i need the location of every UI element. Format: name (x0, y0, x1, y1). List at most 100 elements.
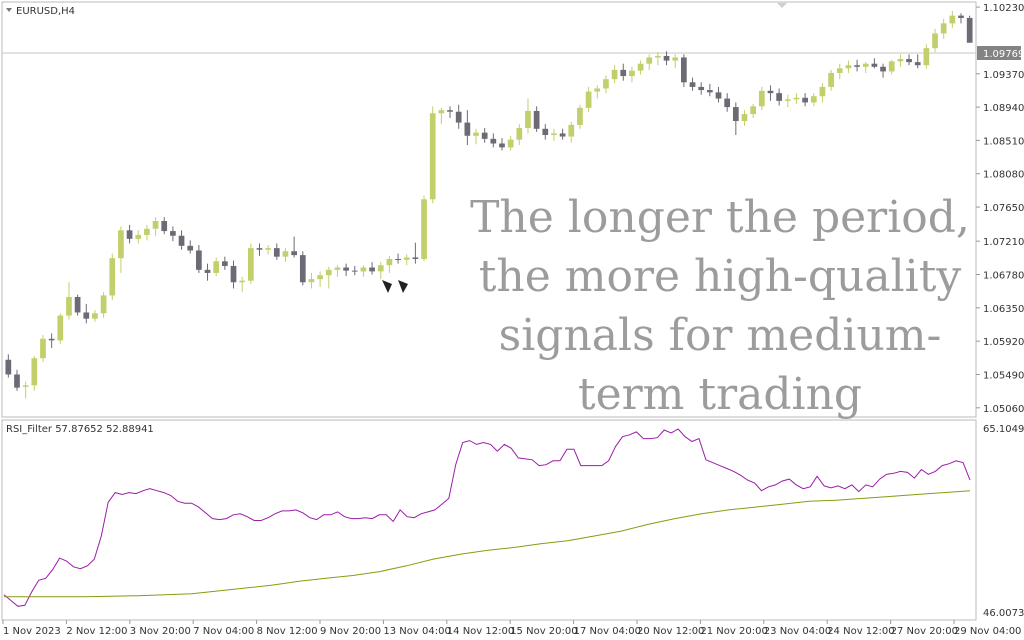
candle-body (533, 110, 540, 129)
candle-body (888, 61, 895, 72)
candle-body (74, 296, 81, 313)
candle-body (516, 128, 523, 140)
candle-body (429, 113, 436, 200)
candle-body (914, 62, 921, 66)
y-tick-label: 1.06350 (983, 304, 1024, 315)
candle-body (455, 111, 462, 123)
x-tick-label: 29 Nov 04:00 (954, 626, 1021, 637)
candle-body (490, 138, 497, 144)
candle-body (481, 132, 488, 139)
x-tick-label: 24 Nov 12:00 (827, 626, 894, 637)
candle-body (325, 269, 332, 276)
candle-body (403, 257, 410, 260)
candle-body (135, 234, 142, 239)
candle-body (343, 267, 349, 271)
candle-body (585, 91, 592, 108)
candle-body (412, 257, 419, 259)
x-tick-label: 23 Nov 04:00 (764, 626, 831, 637)
y-tick-label: 1.06780 (983, 270, 1024, 281)
candle-body (247, 248, 254, 281)
chart-frames (1, 1, 977, 621)
candle-body (594, 88, 601, 92)
x-tick-label: 13 Nov 04:00 (383, 626, 450, 637)
x-tick-label: 17 Nov 04:00 (574, 626, 641, 637)
candle-body (204, 269, 211, 273)
candle-body (646, 57, 653, 64)
candle-body (144, 228, 150, 235)
candle-body (793, 97, 800, 100)
current-price-label: 1.09769 (983, 49, 1024, 60)
candle-body (473, 132, 479, 136)
candle-body (966, 17, 973, 43)
candle-body (620, 69, 627, 77)
candle-body (611, 69, 618, 80)
candle-body (810, 96, 817, 103)
signal-arrow-icon (398, 280, 408, 293)
rsi-layer (3, 428, 971, 607)
candle-body (542, 128, 549, 135)
candle-body (551, 133, 557, 135)
rsi-panel-frame (1, 419, 977, 621)
candle-body (663, 55, 670, 61)
candle-body (14, 374, 20, 388)
rsi-signal-line (4, 490, 971, 598)
candle-body (958, 15, 964, 18)
candle-body (273, 248, 280, 257)
main-panel-frame (1, 1, 977, 418)
candle-body (83, 312, 90, 319)
candle-body (187, 245, 194, 251)
candle-body (377, 265, 384, 272)
candle-body (282, 251, 289, 257)
y-tick-label: 1.05060 (983, 404, 1024, 415)
candle-body (152, 221, 159, 229)
x-tick-label: 14 Nov 12:00 (447, 626, 514, 637)
candle-body (655, 55, 661, 58)
candle-body (568, 124, 575, 137)
candle-body (906, 59, 912, 63)
candle-body (317, 275, 323, 280)
candle-body (819, 86, 826, 97)
candles-layer (5, 10, 973, 399)
candle-body (637, 63, 644, 71)
candle-body (715, 92, 722, 99)
signal-arrows (382, 280, 408, 293)
candle-body (629, 70, 635, 77)
y-tick-label: 1.10230 (983, 3, 1024, 14)
y-tick-label: 1.09370 (983, 70, 1024, 81)
candle-body (603, 79, 609, 89)
candle-body (845, 65, 852, 69)
y-tick-label: 1.08940 (983, 103, 1024, 114)
candle-body (689, 82, 696, 87)
dropdown-triangle-icon[interactable] (6, 8, 12, 12)
x-tick-label: 9 Nov 20:00 (320, 626, 381, 637)
candle-body (698, 86, 705, 91)
candle-body (871, 63, 878, 67)
candle-body (836, 68, 843, 73)
candle-body (447, 110, 453, 112)
candle-body (221, 261, 228, 266)
x-axis: 1 Nov 2023 2 Nov 12:00 3 Nov 20:00 7 Nov 04… (2, 620, 1021, 637)
candle-body (351, 270, 358, 272)
candle-body (40, 338, 46, 359)
y-tick-label: 1.08510 (983, 136, 1024, 147)
candle-body (438, 110, 445, 114)
candle-body (239, 280, 246, 283)
y-tick-label: 1.05920 (983, 337, 1024, 348)
candle-body (802, 97, 808, 103)
x-tick-label: 21 Nov 20:00 (700, 626, 767, 637)
price-tag: 1.09769 (977, 46, 1024, 60)
candle-body (507, 139, 514, 148)
x-tick-label: 15 Nov 20:00 (510, 626, 577, 637)
candle-body (706, 90, 713, 93)
candle-body (681, 57, 687, 83)
candle-body (386, 258, 393, 266)
x-tick-label: 20 Nov 12:00 (637, 626, 704, 637)
candle-body (897, 59, 904, 62)
candle-body (464, 122, 471, 136)
rsi-y-tick-label: 46.00736 (983, 608, 1024, 619)
main-panel-header: EURUSD,H4 (6, 3, 787, 17)
candle-body (299, 255, 306, 283)
candle-body (767, 90, 774, 94)
